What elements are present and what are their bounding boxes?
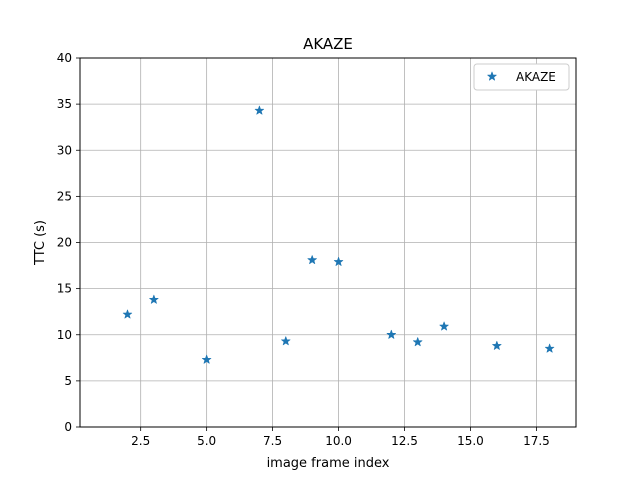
data-point-star-icon — [122, 309, 133, 319]
data-point-star-icon — [492, 340, 502, 350]
y-axis-label: TTC (s) — [33, 220, 48, 266]
data-point-star-icon — [307, 255, 317, 265]
data-point-star-icon — [254, 105, 265, 115]
x-axis-label: image frame index — [267, 456, 390, 471]
legend-star-icon — [487, 71, 497, 81]
y-tick-label: 40 — [57, 51, 72, 65]
data-points — [122, 105, 555, 364]
data-point-star-icon — [149, 294, 159, 304]
data-point-star-icon — [544, 343, 555, 353]
data-point-star-icon — [201, 354, 212, 364]
x-tick-label: 7.5 — [263, 434, 282, 448]
chart-title: AKAZE — [303, 35, 353, 53]
x-tick-label: 17.5 — [523, 434, 550, 448]
y-tick-label: 20 — [57, 236, 72, 250]
x-tick-label: 2.5 — [131, 434, 150, 448]
legend: AKAZE — [473, 63, 570, 91]
y-tick-label: 25 — [57, 189, 72, 203]
y-tick-label: 35 — [57, 97, 72, 111]
x-tick-label: 5.0 — [197, 434, 216, 448]
data-point-star-icon — [281, 336, 291, 346]
data-point-star-icon — [413, 337, 423, 347]
y-tick-label: 5 — [64, 374, 72, 388]
x-tick-label: 15.0 — [457, 434, 484, 448]
data-point-star-icon — [439, 321, 449, 331]
legend-box — [473, 63, 570, 91]
x-tick-label: 12.5 — [391, 434, 418, 448]
legend-marker-star-icon — [487, 71, 497, 81]
data-point-star-icon — [333, 256, 344, 266]
y-tick-label: 15 — [57, 282, 72, 296]
legend-label: AKAZE — [516, 70, 556, 84]
x-tick-label: 10.0 — [325, 434, 352, 448]
y-tick-label: 10 — [57, 328, 72, 342]
ticks: 2.5 5.0 7.5 10.0 12.5 15.0 17.5 0 5 10 15 20 25 30 35 4… — [57, 51, 550, 448]
data-point-star-icon — [386, 329, 396, 339]
y-tick-label: 30 — [57, 143, 72, 157]
y-tick-label: 0 — [64, 420, 72, 434]
